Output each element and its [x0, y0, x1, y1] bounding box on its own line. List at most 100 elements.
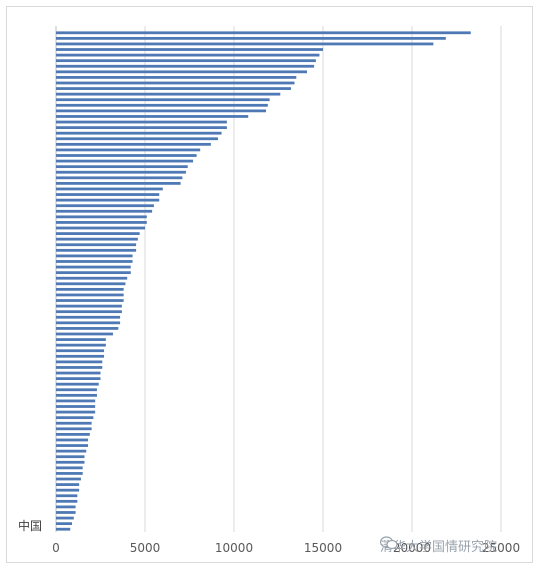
bar-31 [56, 198, 160, 202]
bar-12 [56, 92, 281, 96]
x-tick-label: 15000 [304, 541, 342, 555]
bar-54 [56, 327, 119, 330]
bar-50 [56, 304, 122, 308]
bar-22 [56, 148, 201, 152]
watermark: 清华大学国情研究院 [380, 536, 497, 555]
bar-69 [56, 410, 96, 414]
x-tick-label: 20000 [393, 541, 431, 555]
bar-55 [56, 332, 113, 336]
bar-71 [56, 421, 92, 425]
bar-26 [56, 170, 186, 174]
bar-78 [56, 460, 85, 464]
x-tick-label: 10000 [215, 541, 253, 555]
bar-19 [56, 131, 222, 135]
bar-34 [56, 215, 147, 219]
bar-23 [56, 154, 197, 157]
bar-14 [56, 103, 268, 107]
bar-18 [56, 126, 227, 130]
bar-44 [56, 271, 131, 275]
bar-81 [56, 477, 81, 481]
bar-63 [56, 377, 101, 381]
bar-series [56, 31, 471, 531]
bar-9 [56, 76, 297, 79]
bar-7 [56, 64, 315, 68]
bar-24 [56, 159, 194, 163]
bar-36 [56, 226, 145, 230]
watermark-text: 清华大学国情研究院 [380, 540, 498, 555]
category-label-china: 中国 [18, 518, 42, 533]
bar-62 [56, 371, 101, 375]
bar-74 [56, 438, 89, 442]
bar-20 [56, 137, 218, 141]
bar-32 [56, 204, 154, 208]
bar-6 [56, 59, 316, 63]
bar-67 [56, 399, 96, 403]
bar-45 [56, 276, 128, 280]
bar-61 [56, 366, 103, 369]
x-tick-label: 0 [52, 541, 60, 555]
bar-57 [56, 343, 106, 347]
bar-79 [56, 466, 83, 470]
bar-64 [56, 382, 99, 386]
bar-3 [56, 42, 434, 46]
bar-10 [56, 81, 295, 85]
bar-82 [56, 483, 80, 486]
bar-47 [56, 287, 124, 291]
bar-49 [56, 299, 124, 302]
bar-30 [56, 193, 160, 196]
bar-29 [56, 187, 163, 191]
bar-53 [56, 321, 121, 325]
bar-52 [56, 315, 121, 319]
bar-84 [56, 494, 78, 498]
bar-83 [56, 488, 80, 492]
x-axis-ticks: 0 5000 10000 15000 20000 25000 [52, 541, 520, 555]
bar-89 [56, 522, 73, 526]
bar-77 [56, 455, 85, 459]
bar-66 [56, 393, 97, 397]
bar-8 [56, 70, 307, 74]
bar-39 [56, 243, 137, 247]
bar-35 [56, 221, 147, 224]
bar-42 [56, 260, 133, 263]
bar-70 [56, 416, 94, 420]
bar-43 [56, 265, 131, 269]
bar-11 [56, 87, 291, 90]
bar-33 [56, 209, 153, 213]
bar-4 [56, 48, 323, 51]
bar-60 [56, 360, 103, 364]
bar-56 [56, 338, 106, 341]
bar-41 [56, 254, 133, 258]
bar-17 [56, 120, 227, 124]
bar-90 [56, 527, 71, 531]
bar-48 [56, 293, 124, 297]
bar-72 [56, 427, 92, 431]
bar-38 [56, 237, 138, 241]
x-tick-label: 25000 [482, 541, 520, 555]
bar-15 [56, 109, 267, 113]
bar-37 [56, 232, 140, 235]
bar-85 [56, 499, 78, 503]
bar-27 [56, 176, 183, 180]
bar-80 [56, 472, 83, 475]
bar-86 [56, 505, 76, 509]
bar-13 [56, 98, 270, 102]
bar-51 [56, 310, 122, 314]
bar-65 [56, 388, 97, 392]
bar-1 [56, 31, 471, 35]
bar-21 [56, 142, 211, 146]
bar-28 [56, 181, 181, 185]
bar-2 [56, 36, 446, 40]
bar-87 [56, 511, 76, 514]
bar-58 [56, 349, 105, 353]
bar-76 [56, 449, 87, 453]
x-tick-label: 5000 [130, 541, 161, 555]
chart-frame [6, 6, 533, 563]
bar-16 [56, 115, 249, 118]
bar-59 [56, 354, 105, 358]
bar-68 [56, 405, 96, 408]
bar-75 [56, 444, 89, 447]
wechat-icon [380, 536, 398, 550]
bar-40 [56, 248, 137, 252]
bar-73 [56, 432, 90, 436]
